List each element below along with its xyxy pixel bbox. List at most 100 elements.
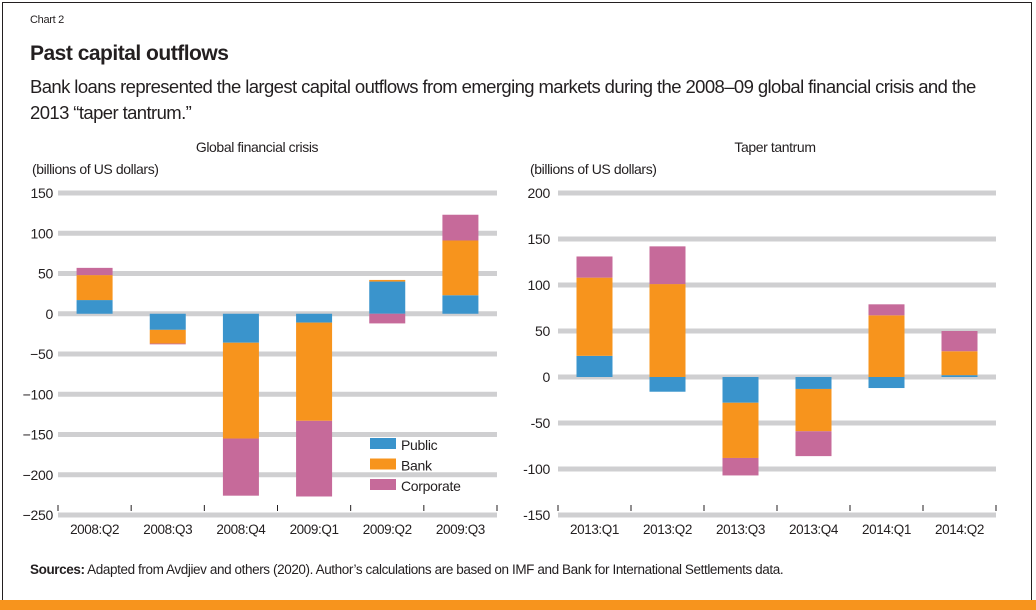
x-tick-label: 2008:Q2	[70, 522, 119, 537]
panel-taper-tantrum: Taper tantrum (billions of US dollars) 2…	[523, 139, 997, 537]
bar-segment-public	[296, 313, 333, 323]
y-tick-labels: 200 150 100 50 0 -50 -100 -150	[523, 185, 551, 523]
y-tick-label: 150	[528, 231, 551, 247]
chart-subtitle: Bank loans represented the largest capit…	[30, 76, 976, 123]
gridline	[558, 328, 996, 334]
gridline	[58, 311, 497, 317]
legend-label-bank: Bank	[401, 458, 433, 474]
x-tick-label: 2008:Q4	[216, 522, 266, 537]
x-tick-label: 2009:Q3	[436, 522, 485, 537]
bar-segment-public	[149, 313, 186, 330]
gridline	[558, 236, 996, 242]
bar-segment-corporate	[296, 420, 333, 497]
bar-segment-corporate	[795, 431, 832, 457]
sources-note: Sources: Adapted from Avdjiev and others…	[30, 562, 784, 577]
y-tick-label: −50	[30, 346, 53, 362]
legend-swatch-public	[370, 438, 396, 449]
bar-segment-public	[442, 295, 479, 314]
bar-segment-bank	[442, 240, 479, 296]
y-tick-label: −150	[23, 427, 54, 443]
y-tick-label: −200	[23, 467, 54, 483]
gridline	[558, 512, 996, 518]
bar-segment-public	[222, 313, 259, 343]
gridline	[58, 432, 497, 437]
gridline	[558, 190, 996, 196]
bar-segment-public	[941, 375, 978, 377]
bar-segment-corporate	[149, 343, 186, 345]
bar-segment-bank	[868, 315, 905, 377]
bar-segment-corporate	[722, 457, 759, 476]
bar-segment-bank	[795, 388, 832, 432]
gridline	[58, 271, 497, 276]
y-tick-label: 200	[528, 185, 551, 201]
gridline	[58, 351, 497, 357]
bar-segment-bank	[296, 322, 333, 421]
bar-segment-corporate	[649, 246, 686, 285]
chart-number-label: Chart 2	[30, 14, 64, 26]
bar-segment-bank	[149, 329, 186, 344]
gridline	[58, 391, 497, 397]
accent-bar	[0, 600, 1036, 610]
y-tick-label: 150	[31, 185, 54, 201]
bar-segment-bank	[576, 277, 613, 356]
chart-title: Past capital outflows	[30, 42, 229, 65]
bar-segment-bank	[369, 279, 406, 282]
gridline	[58, 512, 497, 518]
y-tick-label: 100	[31, 225, 54, 241]
x-tick-label: 2013:Q3	[716, 522, 765, 537]
y-axis-unit-label: (billions of US dollars)	[530, 161, 657, 177]
bar-segment-corporate	[76, 267, 113, 276]
panel-title: Global financial crisis	[196, 139, 319, 155]
bar-segment-corporate	[369, 313, 406, 324]
x-tick-label: 2008:Q3	[143, 522, 192, 537]
y-tick-label: -150	[523, 507, 550, 523]
bars	[76, 214, 479, 497]
x-tick-label: 2009:Q2	[363, 522, 412, 537]
bar-segment-corporate	[941, 331, 978, 352]
y-tick-label: 0	[543, 369, 551, 385]
bar-segment-public	[369, 281, 406, 314]
bar-segment-corporate	[868, 304, 905, 316]
sources-label: Sources:	[30, 562, 85, 577]
x-tick-label: 2014:Q1	[862, 522, 911, 537]
x-tick-marks	[557, 505, 997, 511]
bar-segment-public	[576, 355, 613, 377]
y-tick-label: −250	[23, 507, 54, 523]
gridlines	[558, 190, 996, 518]
y-tick-label: -100	[523, 461, 550, 477]
chart-frame	[2, 2, 1032, 600]
bar-segment-bank	[222, 342, 259, 439]
gridline	[558, 374, 996, 380]
legend-swatch-corporate	[370, 479, 396, 490]
bar-segment-public	[649, 377, 686, 392]
bar-segment-public	[76, 300, 113, 314]
y-tick-labels: 150 100 50 0 −50 −100 −150 −200 −250	[23, 185, 54, 523]
bar-segment-bank	[941, 351, 978, 376]
gridline	[558, 420, 996, 426]
legend: Public Bank Corporate	[370, 437, 461, 494]
y-tick-label: 100	[528, 277, 551, 293]
bar-segment-public	[795, 377, 832, 389]
y-tick-label: −100	[23, 386, 54, 402]
gridlines	[58, 190, 497, 518]
y-tick-label: 50	[38, 266, 53, 282]
bar-segment-public	[722, 377, 759, 403]
gridline	[58, 472, 497, 478]
bar-segment-corporate	[576, 256, 613, 278]
gridline	[558, 466, 996, 472]
gridline	[558, 282, 996, 288]
x-tick-labels: 2013:Q1 2013:Q2 2013:Q3 2013:Q4 2014:Q1 2014:…	[570, 522, 984, 537]
x-tick-label: 2014:Q2	[935, 522, 984, 537]
sources-text: Adapted from Avdjiev and others (2020). …	[84, 562, 784, 577]
panel-global-financial-crisis: Global financial crisis (billions of US …	[23, 139, 498, 537]
legend-swatch-bank	[370, 458, 396, 470]
y-axis-unit-label: (billions of US dollars)	[32, 161, 159, 177]
x-tick-label: 2009:Q1	[290, 522, 339, 537]
gridline	[58, 190, 497, 196]
x-tick-label: 2013:Q4	[789, 522, 839, 537]
x-tick-label: 2013:Q2	[643, 522, 692, 537]
legend-label-public: Public	[401, 437, 438, 453]
bar-segment-bank	[722, 402, 759, 458]
bar-segment-bank	[76, 275, 113, 301]
bar-segment-bank	[649, 284, 686, 377]
